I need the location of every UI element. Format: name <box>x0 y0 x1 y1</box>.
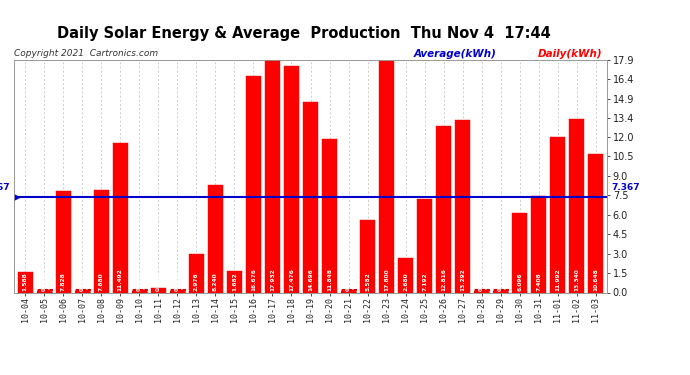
Bar <box>341 289 356 292</box>
Bar <box>150 288 166 292</box>
Text: 0.368: 0.368 <box>156 273 161 291</box>
Bar <box>208 186 223 292</box>
Text: 7.367: 7.367 <box>611 183 640 192</box>
Bar <box>550 137 565 292</box>
Text: 0.000: 0.000 <box>498 273 503 291</box>
Bar <box>512 213 527 292</box>
Bar <box>189 254 204 292</box>
Bar <box>303 102 318 292</box>
Text: 8.240: 8.240 <box>213 273 218 291</box>
Bar <box>322 139 337 292</box>
Text: 0.000: 0.000 <box>175 273 180 291</box>
Text: 1.682: 1.682 <box>232 273 237 291</box>
Bar <box>569 119 584 292</box>
Bar <box>493 289 509 292</box>
Bar <box>398 258 413 292</box>
Bar <box>132 289 147 292</box>
Text: 14.696: 14.696 <box>308 269 313 291</box>
Bar <box>379 61 394 292</box>
Text: 17.800: 17.800 <box>384 269 389 291</box>
Bar <box>227 271 242 292</box>
Text: 11.492: 11.492 <box>118 269 123 291</box>
Bar <box>474 289 489 292</box>
Text: 0.000: 0.000 <box>346 273 351 291</box>
Text: 7.367: 7.367 <box>0 183 10 192</box>
Text: 10.648: 10.648 <box>593 269 598 291</box>
Text: 13.340: 13.340 <box>574 269 580 291</box>
Bar <box>18 272 33 292</box>
Text: Average(kWh): Average(kWh) <box>414 49 497 59</box>
Bar <box>246 76 261 292</box>
Text: 5.582: 5.582 <box>365 273 370 291</box>
Text: 17.476: 17.476 <box>289 268 294 291</box>
Bar <box>531 196 546 292</box>
Text: 2.976: 2.976 <box>194 273 199 291</box>
Bar <box>417 199 432 292</box>
Text: 17.932: 17.932 <box>270 269 275 291</box>
Text: 2.680: 2.680 <box>403 273 408 291</box>
Text: Daily Solar Energy & Average  Production  Thu Nov 4  17:44: Daily Solar Energy & Average Production … <box>57 26 551 41</box>
Bar <box>284 66 299 292</box>
Bar <box>112 143 128 292</box>
Text: 7.408: 7.408 <box>536 273 541 291</box>
Bar <box>56 191 71 292</box>
Bar <box>265 60 280 292</box>
Text: 11.848: 11.848 <box>327 268 332 291</box>
Text: 11.992: 11.992 <box>555 269 560 291</box>
Text: Copyright 2021  Cartronics.com: Copyright 2021 Cartronics.com <box>14 49 158 58</box>
Text: 7.828: 7.828 <box>61 273 66 291</box>
Bar <box>588 154 603 292</box>
Text: 7.880: 7.880 <box>99 273 103 291</box>
Text: 0.000: 0.000 <box>137 273 142 291</box>
Bar <box>94 190 109 292</box>
Text: 0.000: 0.000 <box>80 273 85 291</box>
Bar <box>436 126 451 292</box>
Text: 6.096: 6.096 <box>518 273 522 291</box>
Text: 1.588: 1.588 <box>23 273 28 291</box>
Text: 13.292: 13.292 <box>460 269 465 291</box>
Bar <box>37 289 52 292</box>
Text: 0.000: 0.000 <box>41 273 47 291</box>
Bar <box>75 289 90 292</box>
Bar <box>360 220 375 292</box>
Bar <box>170 289 185 292</box>
Text: 7.192: 7.192 <box>422 273 427 291</box>
Bar <box>455 120 471 292</box>
Text: Daily(kWh): Daily(kWh) <box>538 49 603 59</box>
Text: 16.676: 16.676 <box>251 268 256 291</box>
Text: 0.000: 0.000 <box>479 273 484 291</box>
Text: 12.816: 12.816 <box>441 268 446 291</box>
